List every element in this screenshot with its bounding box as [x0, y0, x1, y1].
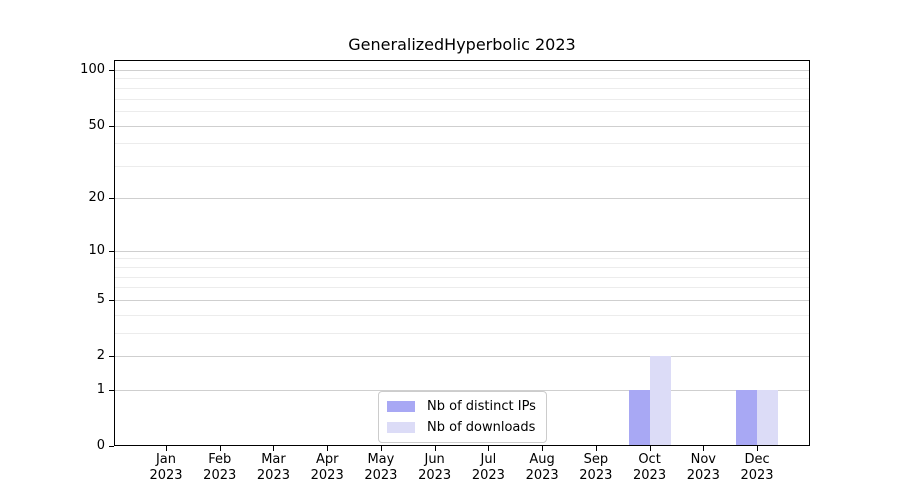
bar-nb-of-distinct-ips: [628, 389, 650, 446]
y-tick-label: 20: [88, 189, 105, 205]
plot-area: [114, 60, 810, 446]
x-tick: [703, 446, 705, 451]
x-tick-label: Aug 2023: [510, 452, 574, 484]
x-tick: [595, 446, 597, 451]
legend-swatch-downloads: [387, 422, 415, 433]
gridline-minor: [114, 166, 810, 168]
y-tick: [109, 389, 114, 391]
gridline-major: [114, 197, 810, 199]
x-tick-label: Feb 2023: [188, 452, 252, 484]
x-tick-month: Oct: [638, 452, 661, 467]
chart-title: GeneralizedHyperbolic 2023: [348, 35, 576, 54]
x-tick-year: 2023: [364, 468, 398, 483]
legend-item-distinct-ips: Nb of distinct IPs: [387, 398, 536, 415]
x-tick: [380, 446, 382, 451]
y-tick: [109, 250, 114, 252]
x-tick: [488, 446, 490, 451]
y-tick-label: 1: [96, 381, 105, 397]
x-tick: [327, 446, 329, 451]
gridline-minor: [114, 287, 810, 289]
x-tick: [166, 446, 167, 451]
x-tick: [649, 446, 651, 451]
x-tick-month: Apr: [315, 452, 339, 467]
x-tick-year: 2023: [525, 468, 559, 483]
y-tick-label: 50: [88, 117, 105, 133]
gridline-minor: [114, 276, 810, 278]
gridline-minor: [114, 333, 810, 335]
x-tick-month: Feb: [208, 452, 232, 467]
y-tick-label: 2: [96, 348, 105, 364]
legend-label-distinct-ips: Nb of distinct IPs: [427, 399, 536, 414]
x-tick-label: Sep 2023: [564, 452, 628, 484]
x-tick-year: 2023: [203, 468, 237, 483]
x-tick-month: Aug: [529, 452, 555, 467]
y-tick: [109, 197, 114, 199]
bar-nb-of-downloads: [757, 389, 779, 446]
y-tick-label: 100: [80, 62, 105, 77]
x-tick-month: Jul: [480, 452, 497, 467]
y-tick: [109, 125, 114, 127]
gridline-minor: [114, 111, 810, 113]
x-tick-year: 2023: [310, 468, 344, 483]
gridline-minor: [114, 314, 810, 316]
x-tick-year: 2023: [418, 468, 452, 483]
legend-swatch-distinct-ips: [387, 401, 415, 412]
x-tick-label: May 2023: [349, 452, 413, 484]
y-tick: [109, 300, 114, 302]
x-tick-year: 2023: [686, 468, 720, 483]
gridline-major: [114, 125, 810, 127]
y-tick-label: 0: [96, 438, 105, 453]
gridline-major: [114, 300, 810, 302]
x-tick: [434, 446, 436, 451]
x-tick-year: 2023: [579, 468, 613, 483]
gridline-major: [114, 70, 810, 71]
x-tick: [219, 446, 221, 451]
gridline-minor: [114, 78, 810, 80]
x-tick-label: Nov 2023: [671, 452, 735, 484]
y-tick: [109, 356, 114, 358]
x-tick-month: Nov: [690, 452, 716, 467]
y-tick-label: 10: [88, 242, 105, 258]
gridline-minor: [114, 98, 810, 100]
y-tick: [109, 70, 114, 71]
x-tick-month: Sep: [583, 452, 609, 467]
bar-nb-of-distinct-ips: [736, 389, 758, 446]
x-tick-month: Jan: [155, 452, 177, 467]
x-tick-year: 2023: [740, 468, 774, 483]
gridline-major: [114, 356, 810, 358]
gridline-minor: [114, 87, 810, 89]
x-tick-month: Dec: [744, 452, 770, 467]
x-tick-year: 2023: [633, 468, 667, 483]
x-tick: [542, 446, 544, 451]
gridline-minor: [114, 266, 810, 268]
x-tick-year: 2023: [256, 468, 290, 483]
gridline-minor: [114, 143, 810, 145]
x-tick-label: Jan 2023: [134, 452, 198, 484]
x-tick-month: Mar: [261, 452, 286, 467]
x-tick-label: Jun 2023: [403, 452, 467, 484]
gridline-minor: [114, 258, 810, 260]
y-tick: [109, 446, 114, 447]
x-tick-label: Mar 2023: [241, 452, 305, 484]
x-tick-year: 2023: [471, 468, 505, 483]
x-tick-month: May: [367, 452, 395, 467]
x-tick: [757, 446, 759, 451]
legend: Nb of distinct IPs Nb of downloads: [378, 391, 547, 443]
gridline-major: [114, 389, 810, 391]
legend-item-downloads: Nb of downloads: [387, 419, 536, 436]
bar-nb-of-downloads: [649, 356, 671, 446]
x-tick: [273, 446, 275, 451]
x-tick-label: Apr 2023: [295, 452, 359, 484]
x-tick-label: Jul 2023: [456, 452, 520, 484]
x-tick-label: Dec 2023: [725, 452, 789, 484]
x-tick-label: Oct 2023: [618, 452, 682, 484]
x-tick-month: Jun: [424, 452, 445, 467]
gridline-major: [114, 250, 810, 252]
legend-label-downloads: Nb of downloads: [427, 420, 536, 435]
y-tick-label: 5: [96, 292, 105, 308]
x-tick-year: 2023: [149, 468, 183, 483]
